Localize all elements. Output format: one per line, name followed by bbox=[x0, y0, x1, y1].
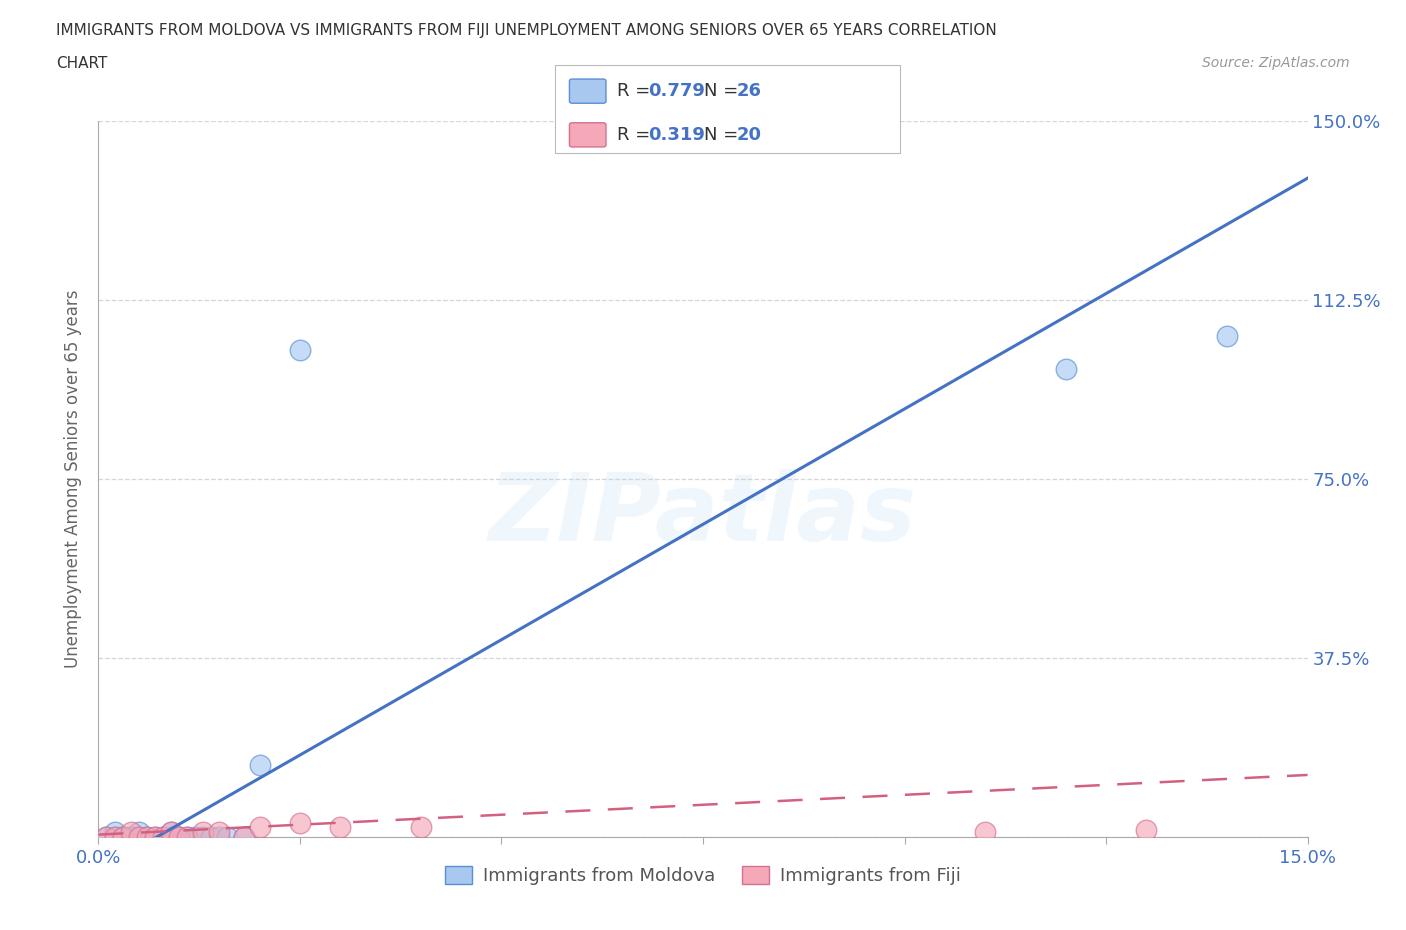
Point bbox=[1216, 328, 1239, 343]
Text: IMMIGRANTS FROM MOLDOVA VS IMMIGRANTS FROM FIJI UNEMPLOYMENT AMONG SENIORS OVER : IMMIGRANTS FROM MOLDOVA VS IMMIGRANTS FR… bbox=[56, 23, 997, 38]
Point bbox=[96, 830, 118, 844]
Text: N =: N = bbox=[704, 82, 744, 100]
Point bbox=[120, 830, 142, 844]
Point bbox=[135, 830, 157, 844]
Point bbox=[120, 825, 142, 840]
Point bbox=[167, 830, 190, 844]
Point bbox=[143, 830, 166, 844]
Legend: Immigrants from Moldova, Immigrants from Fiji: Immigrants from Moldova, Immigrants from… bbox=[437, 858, 969, 893]
Point bbox=[208, 825, 231, 840]
Text: N =: N = bbox=[704, 126, 744, 144]
Text: ZIPatlas: ZIPatlas bbox=[489, 469, 917, 561]
Point bbox=[152, 830, 174, 844]
Point bbox=[103, 830, 125, 844]
Point bbox=[232, 830, 254, 844]
Point bbox=[249, 758, 271, 773]
Text: 0.319: 0.319 bbox=[648, 126, 704, 144]
Point bbox=[111, 830, 134, 844]
Point bbox=[200, 830, 222, 844]
Point bbox=[152, 830, 174, 844]
Point bbox=[128, 825, 150, 840]
Point bbox=[1135, 822, 1157, 837]
Point bbox=[160, 825, 183, 840]
Point bbox=[103, 830, 125, 844]
Text: 0.779: 0.779 bbox=[648, 82, 704, 100]
Text: 26: 26 bbox=[737, 82, 762, 100]
Point bbox=[288, 816, 311, 830]
Point bbox=[217, 830, 239, 844]
Point bbox=[135, 830, 157, 844]
Point bbox=[176, 830, 198, 844]
Point bbox=[120, 830, 142, 844]
Point bbox=[128, 830, 150, 844]
Point bbox=[232, 830, 254, 844]
Point bbox=[96, 830, 118, 844]
Point bbox=[329, 820, 352, 835]
Point bbox=[208, 830, 231, 844]
Text: R =: R = bbox=[617, 82, 657, 100]
Point bbox=[160, 825, 183, 840]
Y-axis label: Unemployment Among Seniors over 65 years: Unemployment Among Seniors over 65 years bbox=[65, 290, 83, 668]
Point bbox=[143, 830, 166, 844]
Point bbox=[103, 825, 125, 840]
Point bbox=[193, 825, 215, 840]
Point bbox=[288, 342, 311, 357]
Point bbox=[111, 830, 134, 844]
Text: CHART: CHART bbox=[56, 56, 108, 71]
Point bbox=[184, 830, 207, 844]
Point bbox=[176, 830, 198, 844]
Point bbox=[160, 830, 183, 844]
Point bbox=[128, 830, 150, 844]
Point bbox=[249, 820, 271, 835]
Text: Source: ZipAtlas.com: Source: ZipAtlas.com bbox=[1202, 56, 1350, 70]
Point bbox=[167, 830, 190, 844]
Text: R =: R = bbox=[617, 126, 657, 144]
Point bbox=[974, 825, 997, 840]
Text: 20: 20 bbox=[737, 126, 762, 144]
Point bbox=[111, 830, 134, 844]
Point bbox=[1054, 362, 1077, 377]
Point bbox=[193, 830, 215, 844]
Point bbox=[409, 820, 432, 835]
